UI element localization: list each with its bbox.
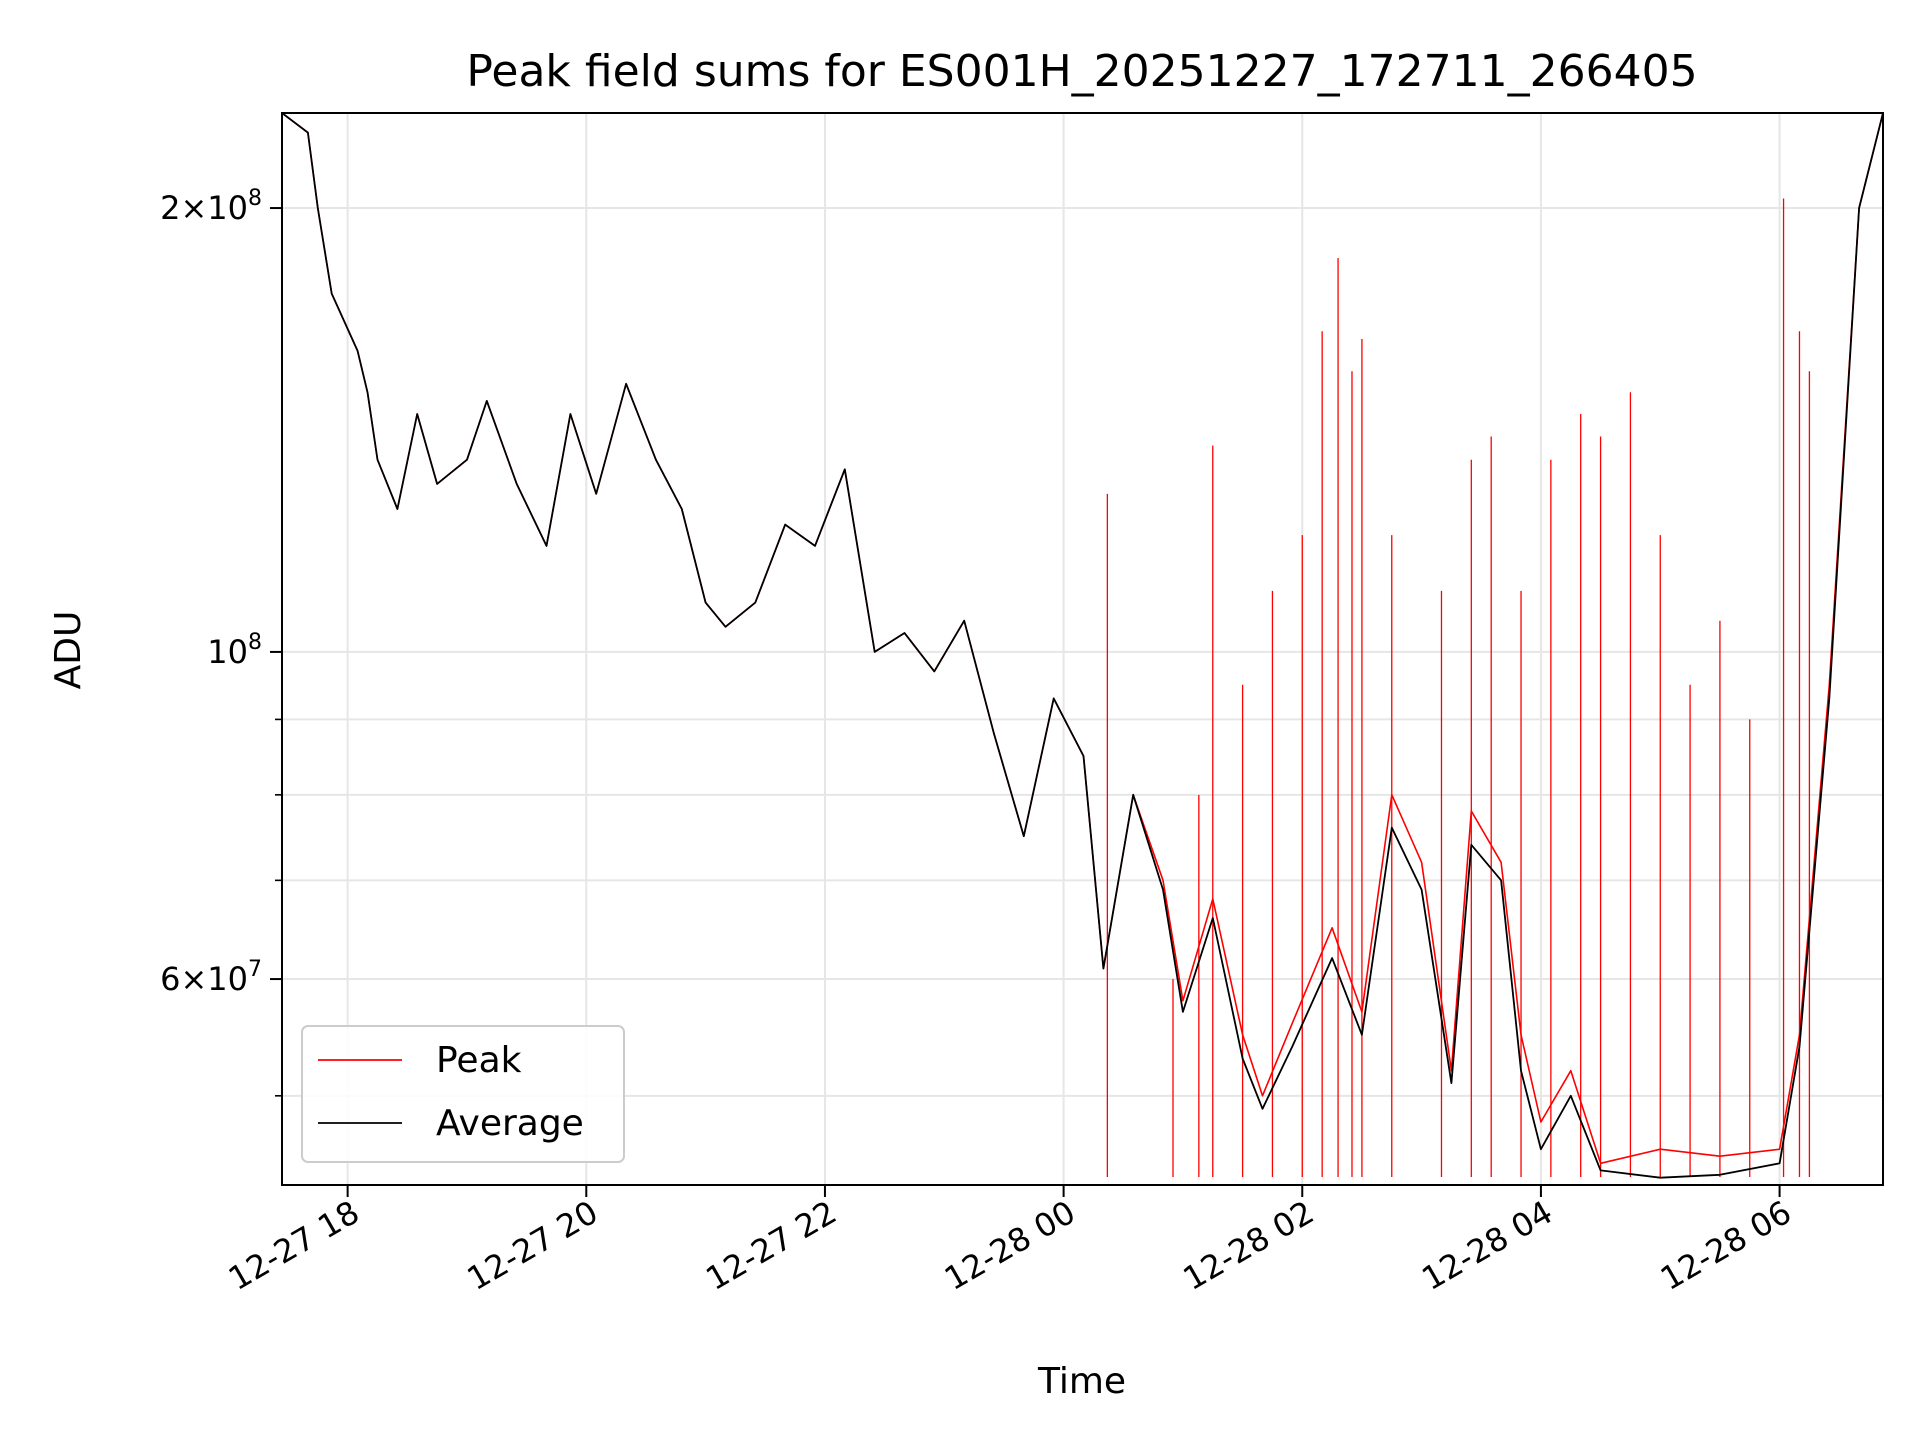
plot-frame [281,112,1884,1186]
y-tick-times: × [180,960,207,998]
legend-label-peak: Peak [436,1040,522,1081]
series-line-peak [281,112,1884,1165]
y-tick-mantissa: 2 [160,189,180,227]
y-tick-mantissa: 6 [160,960,180,998]
y-tick-base: 10 [207,960,248,998]
y-tick-base: 10 [207,189,248,227]
y-tick-label: 2×108 [160,186,262,227]
legend-label-average: Average [436,1103,584,1144]
y-axis-label: ADU [48,611,89,690]
grid [282,113,1883,1185]
x-tick-label: 12-28 00 [938,1193,1082,1298]
y-tick-label: 108 [207,630,262,671]
y-tick-exponent: 7 [248,957,262,982]
x-tick-label: 12-28 02 [1177,1193,1321,1298]
y-tick-exponent: 8 [248,630,262,655]
y-tick-exponent: 8 [248,186,262,211]
x-tick-label: 12-28 04 [1415,1193,1559,1298]
x-tick-label: 12-27 18 [222,1193,366,1298]
x-tick-label: 12-28 06 [1654,1193,1798,1298]
x-axis-label: Time [1037,1361,1126,1402]
x-tick-label: 12-27 20 [461,1193,605,1298]
legend: Peak Average [301,1025,625,1163]
peak-spikes [1106,198,1811,1177]
y-tick-label: 6×107 [160,957,262,998]
chart-title: Peak field sums for ES001H_20251227_1727… [466,46,1697,97]
series-layer [281,112,1884,1179]
x-axis-ticks: 12-27 18 12-27 20 12-27 22 12-28 00 12-28 02… [222,1185,1798,1298]
series-line-average [281,112,1884,1179]
y-tick-times: × [180,189,207,227]
x-tick-label: 12-27 22 [699,1193,843,1298]
y-tick-base: 10 [207,633,248,671]
